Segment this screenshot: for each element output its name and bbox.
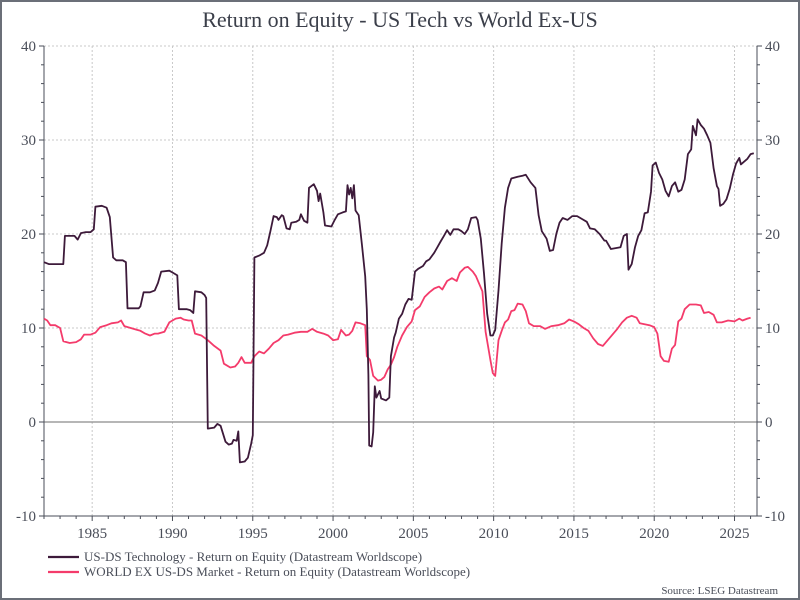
- x-tick-label: 2020: [639, 526, 669, 542]
- y-tick-label-left: -10: [16, 509, 36, 525]
- gridlines: [44, 45, 757, 516]
- x-tick-label: 1985: [77, 526, 107, 542]
- y-tick-label-left: 30: [21, 133, 36, 149]
- y-tick-label-left: 40: [21, 39, 36, 55]
- y-tick-label-right: 10: [765, 321, 780, 337]
- x-tick-label: 2000: [318, 526, 348, 542]
- legend-label-world-ex-us: WORLD EX US-DS Market - Return on Equity…: [84, 564, 470, 579]
- y-tick-label-left: 0: [29, 415, 37, 431]
- y-tick-label-left: 20: [21, 227, 36, 243]
- x-tick-label: 2010: [479, 526, 509, 542]
- y-tick-label-right: 40: [765, 39, 780, 55]
- y-tick-label-right: 0: [765, 415, 773, 431]
- legend-item-world-ex-us[interactable]: WORLD EX US-DS Market - Return on Equity…: [48, 564, 470, 579]
- series-line-world-ex-us: [43, 266, 751, 382]
- legend: US-DS Technology - Return on Equity (Dat…: [48, 549, 470, 579]
- chart-title: Return on Equity - US Tech vs World Ex-U…: [202, 7, 598, 32]
- legend-item-us-tech[interactable]: US-DS Technology - Return on Equity (Dat…: [48, 549, 422, 564]
- x-tick-label: 2015: [559, 526, 589, 542]
- x-tick-label: 1990: [157, 526, 187, 542]
- x-tick-label: 2005: [398, 526, 428, 542]
- y-tick-label-left: 10: [21, 321, 36, 337]
- series-line-us-tech: [43, 118, 755, 464]
- series-lines: [43, 118, 755, 464]
- legend-label-us-tech: US-DS Technology - Return on Equity (Dat…: [84, 549, 422, 564]
- y-tick-label-right: 20: [765, 227, 780, 243]
- y-tick-label-right: -10: [765, 509, 785, 525]
- x-tick-label: 1995: [238, 526, 268, 542]
- source-note: Source: LSEG Datastream: [661, 585, 778, 597]
- x-tick-label: 2025: [720, 526, 750, 542]
- y-tick-label-right: 30: [765, 133, 780, 149]
